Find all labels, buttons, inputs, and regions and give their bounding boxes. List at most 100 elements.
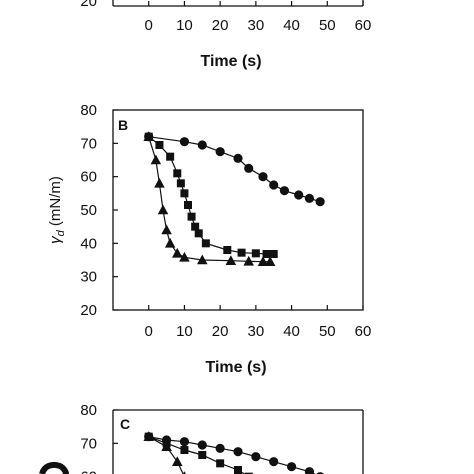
square-marker	[216, 459, 225, 468]
triangle-marker	[143, 131, 154, 141]
y-tick-label: 80	[80, 402, 97, 419]
x-tick-label: 20	[212, 323, 229, 340]
circle-marker	[233, 153, 243, 163]
panel-c-series	[143, 431, 324, 474]
y-tick-label: 50	[80, 202, 97, 219]
triangle-marker	[197, 254, 208, 265]
circle-marker	[215, 147, 225, 157]
x-tick-label: 10	[176, 323, 193, 340]
y-tick-label: 60	[80, 469, 97, 474]
y-tick-label: 70	[80, 135, 97, 152]
triangle-marker	[157, 204, 169, 215]
square-marker	[223, 245, 232, 254]
circle-marker	[197, 140, 207, 150]
x-tick-label: 60	[355, 323, 372, 340]
panel-b-x-ticks: 0 10 20 30 40 50 60	[145, 305, 372, 340]
panel-a-y-tick-label: 20	[80, 0, 97, 10]
square-marker	[180, 445, 189, 454]
square-marker	[251, 249, 260, 258]
square-marker	[191, 222, 200, 231]
square-marker	[201, 239, 210, 248]
y-tick-label: 40	[80, 235, 97, 252]
x-tick-label: 0	[145, 17, 153, 34]
circle-marker	[179, 437, 190, 447]
square-marker	[187, 212, 196, 221]
circle-marker	[304, 467, 315, 474]
circle-marker	[179, 137, 190, 147]
circle-marker	[215, 443, 225, 453]
x-tick-label: 40	[283, 323, 300, 340]
square-marker	[173, 169, 182, 178]
panel-b-label: B	[118, 117, 128, 133]
x-tick-label: 50	[319, 17, 336, 34]
panel-b-y-axis-label: γd (mN/m)	[47, 176, 67, 244]
triangle-marker	[172, 247, 183, 258]
y-tick-label: 20	[80, 302, 97, 319]
triangle-marker	[172, 456, 183, 466]
triangle-series-line	[148, 436, 184, 474]
circle-series-line	[148, 136, 321, 203]
square-marker	[166, 152, 175, 161]
triangle-marker	[154, 177, 165, 188]
panel-b-y-ticks: 20 30 40 50 60 70 80	[80, 102, 118, 319]
triangle-marker	[179, 251, 190, 262]
square-marker	[262, 249, 271, 258]
circle-marker	[269, 180, 279, 190]
x-tick-label: 50	[319, 323, 336, 340]
square-marker	[237, 248, 246, 257]
y-tick-label: 80	[80, 102, 97, 119]
panel-b-y-axis-subscript: d	[55, 229, 67, 236]
triangle-marker	[225, 255, 237, 265]
triangle-marker	[143, 431, 154, 441]
panel-a: 20 0 10 20 30 40 50 60 Time (s)	[80, 0, 371, 70]
square-marker	[198, 450, 207, 459]
square-marker	[194, 229, 203, 238]
circle-marker	[294, 190, 304, 200]
triangle-marker	[264, 256, 276, 266]
x-tick-label: 30	[248, 17, 265, 34]
triangle-marker	[161, 441, 172, 451]
panel-b-x-axis-label: Time (s)	[205, 359, 266, 376]
square-marker	[233, 465, 242, 474]
y-tick-label: 30	[80, 269, 97, 286]
triangle-marker	[257, 256, 269, 266]
x-tick-label: 20	[212, 17, 229, 34]
circle-marker	[197, 440, 207, 450]
circle-marker	[233, 447, 243, 457]
x-tick-label: 10	[176, 17, 193, 34]
circle-marker	[258, 172, 268, 182]
circle-marker	[279, 186, 290, 196]
x-tick-label: 60	[355, 17, 372, 34]
square-marker	[155, 140, 164, 149]
circle-marker	[304, 193, 315, 203]
panel-c-y-ticks: 80 70 60	[80, 402, 118, 474]
y-tick-label: 60	[80, 169, 97, 186]
panel-c-cropped-axis-label-glyph	[39, 461, 69, 474]
square-marker	[269, 249, 278, 258]
triangle-marker	[164, 237, 176, 248]
square-series-line	[148, 136, 274, 255]
panel-a-x-axis-label: Time (s)	[200, 53, 261, 70]
x-tick-label: 40	[283, 17, 300, 34]
circle-marker	[251, 452, 261, 462]
panel-b-y-axis-symbol: γ	[47, 235, 64, 244]
square-marker	[176, 179, 185, 188]
panel-c: C 80 70 60	[39, 402, 364, 474]
circle-marker	[244, 163, 254, 173]
panel-c-label: C	[120, 416, 130, 432]
triangle-marker	[243, 255, 254, 266]
square-marker	[183, 200, 192, 209]
x-tick-label: 0	[145, 323, 153, 340]
circle-marker	[269, 457, 279, 467]
panel-b-y-axis-unit: (mN/m)	[47, 176, 64, 230]
circle-marker	[315, 197, 325, 207]
panel-a-x-ticks: 0 10 20 30 40 50 60	[145, 1, 372, 34]
x-tick-label: 30	[248, 323, 265, 340]
triangle-marker	[150, 154, 162, 165]
triangle-marker	[161, 224, 172, 235]
square-marker	[180, 189, 189, 198]
panel-b-series	[143, 131, 325, 266]
y-tick-label: 70	[80, 435, 97, 452]
